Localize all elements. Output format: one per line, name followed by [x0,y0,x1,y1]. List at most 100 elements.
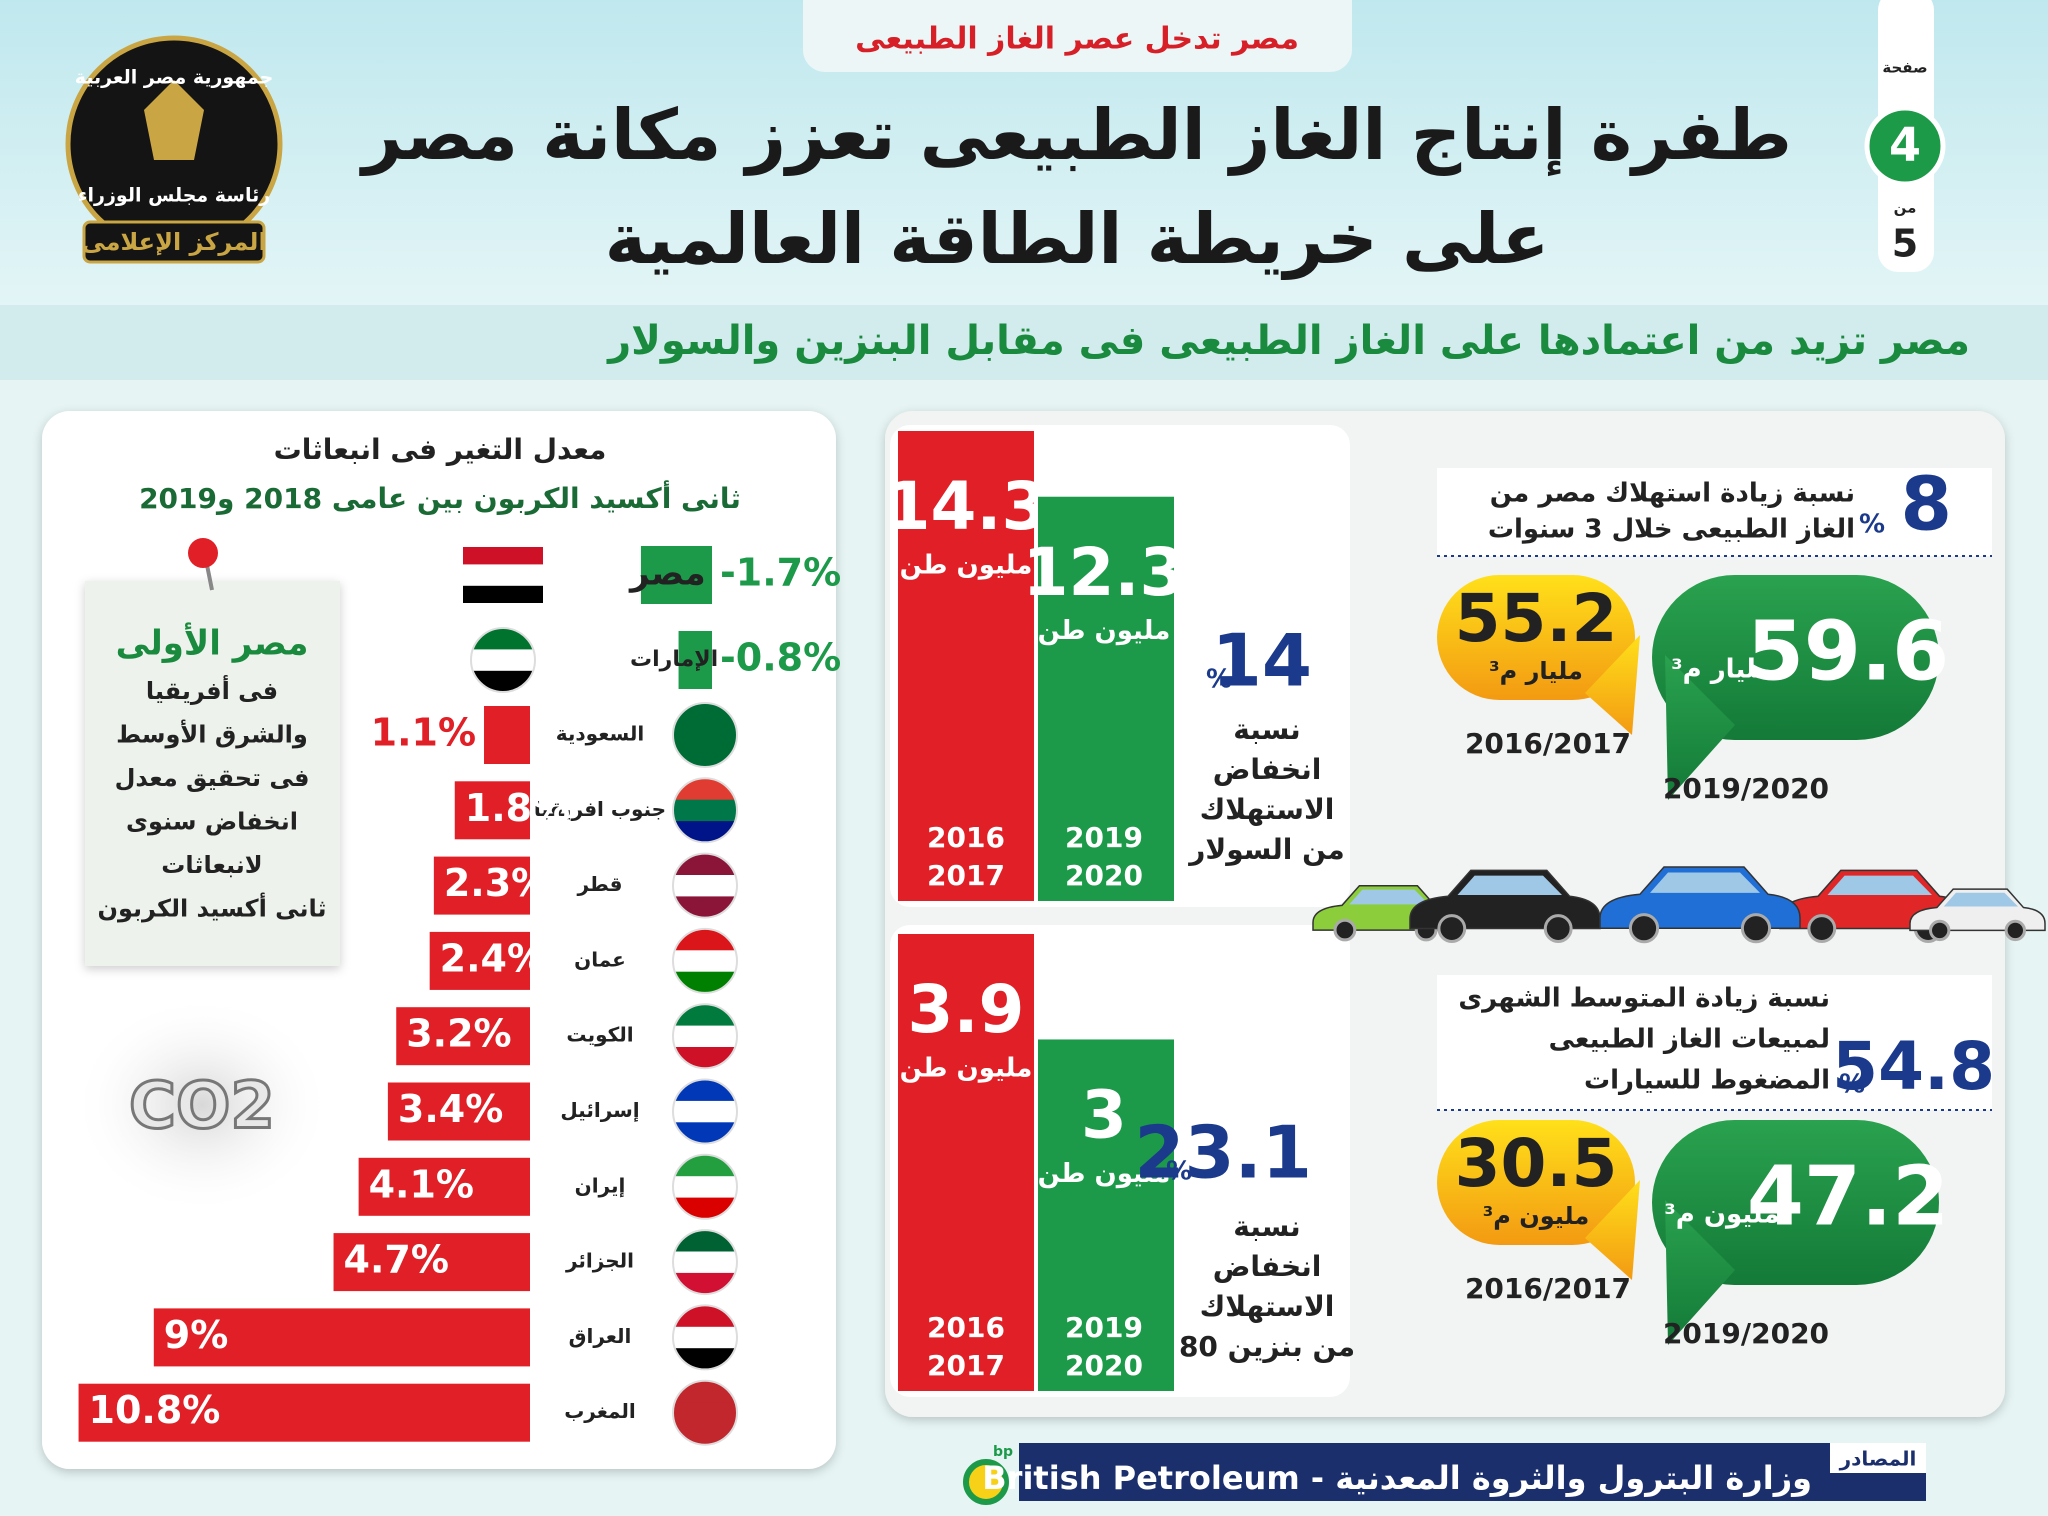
stat-text: الغاز الطبيعى خلال 3 سنوات [1488,515,1855,545]
car-wheel [1543,914,1573,943]
car-window [1349,889,1429,905]
bubble-value: 59.6 [1747,604,1949,699]
fuel-year: 2020 [1065,1349,1143,1382]
value-label: 4.1% [369,1162,474,1206]
flag-stripe [673,1079,737,1102]
flag-ring [672,1304,738,1371]
bubble [1652,1120,1939,1285]
period: 2016/2017 [1465,1272,1631,1305]
sources-label-box [1830,1443,1926,1473]
bubble [1437,1120,1635,1245]
fuel-value: 3.9 [908,971,1025,1048]
car-wheel [1333,918,1357,942]
flag-stripe [673,703,737,725]
flag-stripe [463,547,543,565]
flag-stripe [673,799,737,822]
fuel-value: 3 [1081,1077,1127,1154]
fuel-text: انخفاض [1213,753,1322,786]
flag-stripe [673,724,737,747]
flag-stripe [673,1176,737,1199]
car-wheel [1807,914,1837,943]
page-number: 4 [1889,118,1921,172]
page-total: 5 [1892,222,1918,266]
tag-pill [803,0,1352,72]
flag-stripe [673,1154,737,1177]
flag-stripe [673,875,737,897]
note-line: فى تحقيق معدل [115,764,310,792]
bubble-unit: مليار م³ [1489,657,1583,685]
bubble-tail [1585,1180,1640,1280]
country-label: إسرائيل [560,1098,639,1122]
value-label: 3.2% [406,1012,511,1056]
country-label: قطر [576,872,622,896]
bubble-unit: مليار م³ [1671,655,1773,685]
flag-stripe [673,1230,737,1253]
country-label: إيران [575,1173,626,1197]
value-label: -1.7% [720,551,841,595]
flag-ring [672,1379,738,1446]
bar [429,931,530,990]
value-label: 10.8% [89,1388,221,1432]
chart-subtitle: ثانى أكسيد الكربون بين عامى 2018 و2019 [139,480,741,515]
country-label: الجزائر [565,1249,634,1273]
cars [1312,866,2046,944]
bar [454,781,530,840]
bar [153,1308,531,1367]
sources-label: المصادر [1839,1447,1917,1471]
subtitle: مصر تزيد من اعتمادها على الغاز الطبيعى ف… [606,318,1970,364]
flag-stripe [673,1380,737,1403]
value-label: 2.4% [440,936,545,980]
fuel-year: 2020 [1065,859,1143,892]
logo-eagle [144,80,204,160]
flag-stripe [673,928,737,951]
bubble-tail [1665,655,1735,800]
fuel-unit: مليون طن [1038,616,1171,646]
country-label: المغرب [564,1399,636,1423]
period: 2016/2017 [1465,727,1631,760]
fuel-text: من السولار [1187,833,1344,866]
fuel-year: 2019 [1065,821,1143,854]
flag-stripe [673,1251,737,1274]
country-label: الكويت [566,1023,633,1047]
bubble-unit: مليون م³ [1483,1202,1589,1230]
flag-stripe [673,950,737,973]
co2-label: CO2 [129,1070,275,1144]
car-window [1943,892,2018,907]
flag-stripe [673,1402,737,1425]
note-title: مصر الأولى [116,622,309,664]
tag: مصر تدخل عصر الغاز الطبيعى [855,22,1299,57]
stat-sign: % [1859,510,1885,540]
period: 2019/2020 [1663,1317,1829,1350]
bubble [1652,575,1939,740]
fuel-sign: % [1166,1157,1192,1187]
bubble-value: 55.2 [1455,580,1618,657]
bar [78,1383,530,1442]
fuel-unit: مليون طن [900,551,1033,581]
note-line: والشرق الأوسط [116,720,308,749]
bubble-value: 30.5 [1455,1125,1618,1202]
bp-logo [963,1459,1009,1505]
value-label: 1.1% [371,711,476,755]
flag-ring [672,777,738,844]
bubble-value: 47.2 [1747,1149,1949,1244]
flag-ring [672,927,738,994]
fuel-value: 12.3 [1023,534,1186,611]
fuel-pct: 14 [1212,619,1312,703]
note-line: فى أفريقيا [146,675,278,705]
bubble-tail [1665,1200,1735,1345]
bar [387,1082,530,1141]
car-body [1909,888,2046,932]
fuel-year: 2016 [927,821,1005,854]
fuel-unit: مليون طن [1038,1159,1171,1189]
car-body [1599,866,1801,929]
fuel-text: انخفاض [1213,1250,1322,1283]
bar [333,1233,530,1292]
cng-box [1437,975,1992,1110]
country-label: جنوب افريقيا [534,797,666,821]
title: على خريطة الطاقة العالمية [605,198,1550,280]
stat-value: 8 [1901,462,1953,548]
logo-banner [82,220,266,264]
flag-ring [672,1078,738,1145]
note-card [85,581,340,966]
